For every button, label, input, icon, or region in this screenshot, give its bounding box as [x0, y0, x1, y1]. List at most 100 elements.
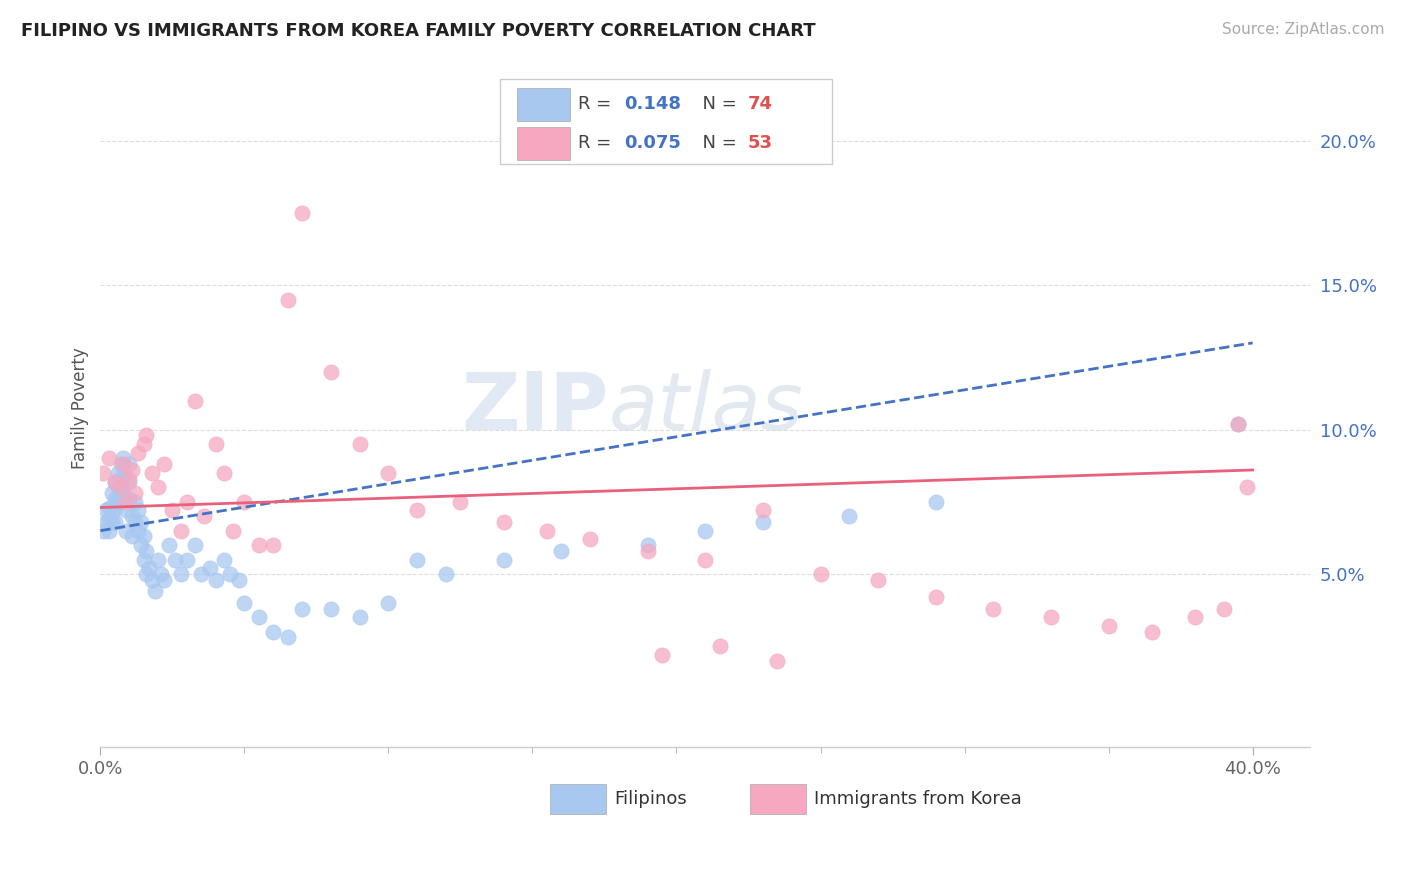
Point	[146, 552, 169, 566]
Point	[121, 509, 143, 524]
Point	[98, 451, 121, 466]
Point	[110, 480, 132, 494]
Point	[1184, 610, 1206, 624]
Point	[204, 437, 226, 451]
Point	[406, 552, 429, 566]
Point	[233, 495, 256, 509]
Point	[124, 486, 146, 500]
Point	[406, 503, 429, 517]
Point	[135, 566, 157, 581]
Point	[118, 457, 141, 471]
Point	[132, 552, 155, 566]
Point	[104, 475, 127, 489]
Text: N =: N =	[690, 134, 742, 152]
Point	[135, 428, 157, 442]
Point	[222, 524, 245, 538]
Point	[1140, 624, 1163, 639]
Point	[695, 524, 717, 538]
FancyBboxPatch shape	[550, 784, 606, 814]
Text: 0.148: 0.148	[624, 95, 682, 113]
Point	[291, 206, 314, 220]
Text: ZIP: ZIP	[461, 369, 609, 447]
Point	[212, 552, 235, 566]
Point	[98, 512, 121, 526]
Text: N =: N =	[690, 95, 742, 113]
Point	[766, 654, 789, 668]
Point	[129, 538, 152, 552]
Point	[377, 596, 399, 610]
Point	[149, 566, 172, 581]
Text: 74: 74	[748, 95, 773, 113]
Point	[1039, 610, 1062, 624]
Point	[98, 500, 121, 515]
Point	[377, 466, 399, 480]
Point	[709, 639, 731, 653]
Point	[129, 515, 152, 529]
Point	[107, 495, 129, 509]
FancyBboxPatch shape	[749, 784, 806, 814]
Point	[152, 457, 174, 471]
Point	[319, 601, 342, 615]
Point	[637, 538, 659, 552]
Point	[983, 601, 1005, 615]
Point	[101, 506, 124, 520]
Text: 53: 53	[748, 134, 773, 152]
Point	[752, 515, 775, 529]
FancyBboxPatch shape	[499, 78, 832, 163]
Point	[94, 515, 117, 529]
Point	[107, 466, 129, 480]
Text: Immigrants from Korea: Immigrants from Korea	[814, 789, 1022, 808]
Point	[135, 544, 157, 558]
Point	[170, 524, 193, 538]
Point	[115, 503, 138, 517]
Point	[165, 552, 187, 566]
Point	[277, 631, 299, 645]
Point	[104, 475, 127, 489]
Point	[184, 393, 207, 408]
Point	[233, 596, 256, 610]
Point	[247, 538, 270, 552]
Point	[247, 610, 270, 624]
Point	[101, 515, 124, 529]
Point	[550, 544, 572, 558]
Point	[925, 495, 948, 509]
Text: Filipinos: Filipinos	[614, 789, 688, 808]
Point	[492, 552, 515, 566]
Point	[637, 544, 659, 558]
Point	[190, 566, 212, 581]
Point	[152, 573, 174, 587]
Text: 0.075: 0.075	[624, 134, 681, 152]
Point	[291, 601, 314, 615]
Point	[1227, 417, 1250, 431]
Point	[1212, 601, 1234, 615]
Text: Source: ZipAtlas.com: Source: ZipAtlas.com	[1222, 22, 1385, 37]
Point	[115, 495, 138, 509]
Point	[107, 480, 129, 494]
Point	[219, 566, 242, 581]
Point	[262, 624, 284, 639]
Point	[176, 552, 198, 566]
Text: FILIPINO VS IMMIGRANTS FROM KOREA FAMILY POVERTY CORRELATION CHART: FILIPINO VS IMMIGRANTS FROM KOREA FAMILY…	[21, 22, 815, 40]
Point	[810, 566, 832, 581]
Point	[925, 590, 948, 604]
Point	[579, 533, 602, 547]
Point	[127, 503, 149, 517]
Point	[193, 509, 215, 524]
Point	[695, 552, 717, 566]
Point	[146, 480, 169, 494]
Point	[198, 561, 221, 575]
Point	[110, 457, 132, 471]
Point	[1227, 417, 1250, 431]
Point	[868, 573, 890, 587]
Point	[319, 365, 342, 379]
Point	[159, 538, 181, 552]
Point	[204, 573, 226, 587]
Text: R =: R =	[578, 95, 617, 113]
Point	[651, 648, 673, 662]
Point	[127, 445, 149, 459]
Point	[118, 491, 141, 506]
Point	[262, 538, 284, 552]
Point	[94, 503, 117, 517]
Point	[118, 475, 141, 489]
Point	[434, 566, 457, 581]
